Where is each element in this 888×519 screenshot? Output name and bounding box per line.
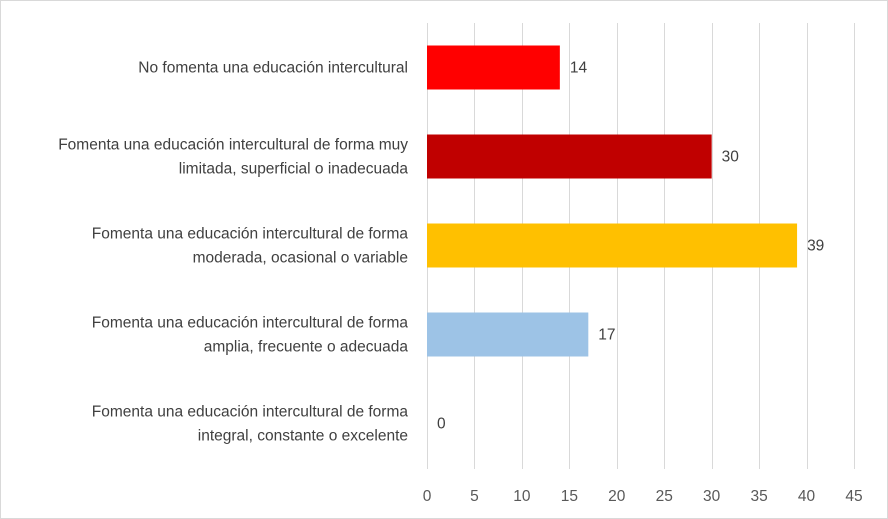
x-tick-label: 25 xyxy=(656,488,673,505)
category-label: moderada, ocasional o variable xyxy=(193,250,408,267)
bar xyxy=(427,312,589,357)
category-labels: No fomenta una educación intercultural Fo… xyxy=(58,60,408,445)
x-tick-label: 5 xyxy=(470,488,479,505)
bar xyxy=(427,134,712,179)
x-tick-label: 0 xyxy=(423,488,432,505)
x-tick-label: 40 xyxy=(798,488,816,505)
bar xyxy=(427,223,798,268)
x-axis-ticks: 0 5 10 15 20 25 30 35 40 45 xyxy=(423,488,863,505)
x-tick-label: 10 xyxy=(513,488,531,505)
category-label: integral, constante o excelente xyxy=(198,428,408,445)
x-tick-label: 45 xyxy=(845,488,862,505)
data-label: 39 xyxy=(807,238,824,255)
x-tick-label: 30 xyxy=(703,488,721,505)
category-label: amplia, frecuente o adecuada xyxy=(204,339,409,356)
category-label: Fomenta una educación intercultural de f… xyxy=(58,137,408,154)
bars xyxy=(427,45,798,357)
category-label: No fomenta una educación intercultural xyxy=(138,60,408,77)
x-tick-label: 15 xyxy=(561,488,578,505)
x-tick-label: 35 xyxy=(750,488,767,505)
data-label: 30 xyxy=(722,149,740,166)
x-tick-label: 20 xyxy=(608,488,626,505)
data-labels: 14 30 39 17 0 xyxy=(437,60,824,433)
category-label: Fomenta una educación intercultural de f… xyxy=(92,404,409,421)
bar xyxy=(427,45,560,90)
category-label: limitada, superficial o inadecuada xyxy=(179,161,409,178)
category-label: Fomenta una educación intercultural de f… xyxy=(92,315,409,332)
data-label: 0 xyxy=(437,416,446,433)
data-label: 17 xyxy=(598,327,615,344)
category-label: Fomenta una educación intercultural de f… xyxy=(92,226,409,243)
data-label: 14 xyxy=(570,60,588,77)
